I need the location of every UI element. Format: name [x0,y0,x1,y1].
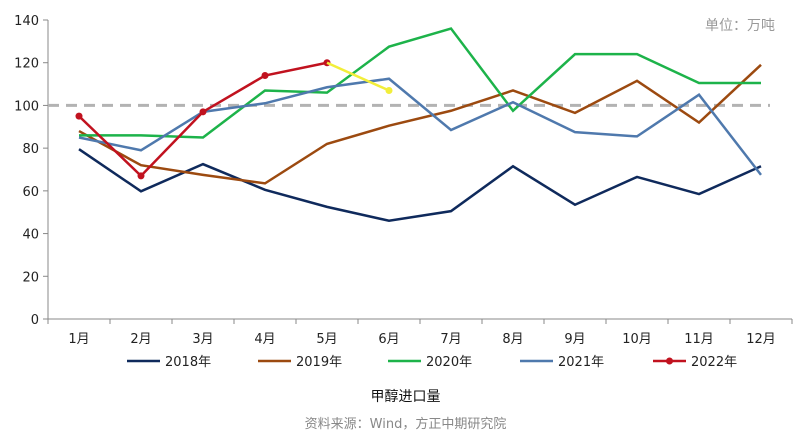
x-tick-label: 7月 [440,332,461,347]
axes: 0 20 40 60 80 100 120 140 1月 2月 3月 4月 5月 6月 7月 8月 9月 10月 1… [14,14,793,347]
series-line-2021 [78,77,762,176]
legend-label-2020: 2020年 [426,355,472,370]
x-tick-label: 1月 [68,332,89,347]
series-line-2022 [78,61,328,178]
y-tick-label: 0 [31,313,39,328]
x-tick-label: 9月 [564,332,585,347]
y-tick-label: 120 [14,57,39,72]
projection-line [326,61,390,92]
x-tick-label: 6月 [378,332,399,347]
point-2022 [261,72,269,80]
legend-label-2022: 2022年 [691,355,737,370]
projection-point [385,86,393,94]
legend-label-2021: 2021年 [558,355,604,370]
point-2022 [199,108,207,116]
legend-marker-2022 [666,357,673,365]
x-tick-label: 2月 [130,332,151,347]
series-line-2018 [78,148,762,223]
y-tick-label: 60 [22,185,39,200]
x-tick-label: 8月 [502,332,523,347]
chart-source: 资料来源：Wind，方正中期研究院 [304,417,507,432]
point-2022 [137,172,145,180]
x-tick-label: 3月 [192,332,213,347]
legend-label-2019: 2019年 [296,355,342,370]
x-tick-label: 5月 [316,332,337,347]
series-group [75,27,762,223]
legend-label-2018: 2018年 [165,355,211,370]
x-tick-label: 10月 [622,332,652,347]
x-tick-label: 12月 [746,332,776,347]
y-tick-label: 100 [14,99,39,114]
point-2022 [75,112,83,120]
series-line-2019 [78,63,762,185]
y-tick-label: 40 [22,228,39,243]
unit-label: 单位：万吨 [705,18,775,34]
x-tick-label: 4月 [254,332,275,347]
y-tick-label: 80 [22,142,39,157]
series-line-2020 [79,27,761,139]
legend: 2018年 2019年 2020年 2021年 2022年 [127,355,737,370]
chart-title: 甲醇进口量 [370,389,441,405]
x-tick-label: 11月 [684,332,714,347]
y-tick-label: 20 [22,270,39,285]
y-tick-label: 140 [14,14,39,29]
